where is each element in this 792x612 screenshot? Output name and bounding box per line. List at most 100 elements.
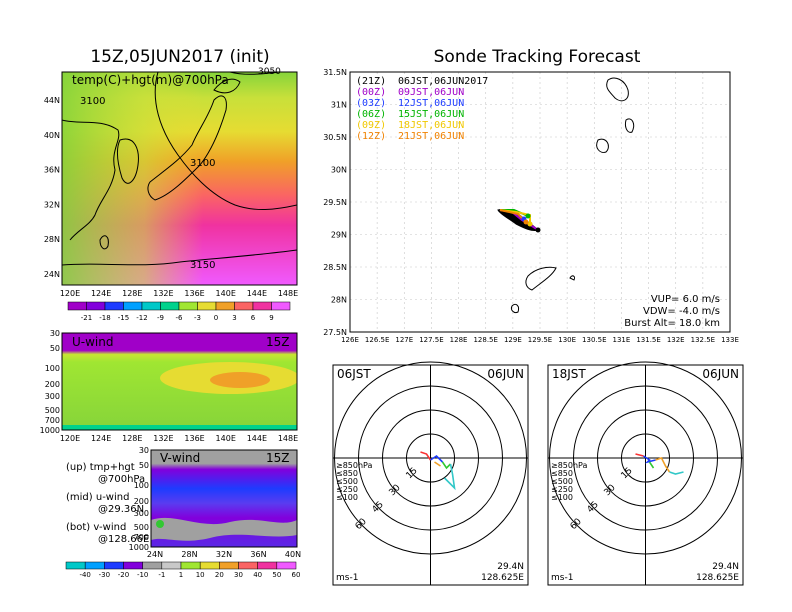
polar-level-1: ≤850 [551,469,573,478]
legend-zulu-0: (21Z) [356,76,386,87]
u-jet-max [210,372,270,388]
v-gray-band [151,517,297,541]
u-lon-tick-6: 144E [247,434,267,443]
trace-sfc [635,453,644,457]
v-colorbar-label-5: 1 [179,571,183,579]
legend-time-3: 15JST,06JUN [398,109,464,120]
track-lon-tick-4: 128E [450,336,468,344]
track-lat-tick-4: 29.5N [323,198,347,207]
v-colorbar-label-2: -20 [118,571,129,579]
u-panel-label: U-wind [72,335,113,349]
legend-zulu-5: (12Z) [356,131,386,142]
legend-time-2: 12JST,06JUN [398,98,464,109]
track-lon-tick-14: 133E [721,336,739,344]
v-colorbar: -40 -30 -20 -10 -1 1 10 20 30 40 50 60 [65,561,301,579]
u-p-tick-3: 200 [45,380,60,389]
temp-colorbar-swatch-11 [271,301,291,311]
temp-lon-tick-1: 124E [91,289,111,298]
param-vup: VUP= 6.0 m/s [651,294,720,305]
u-p-tick-1: 50 [50,344,60,353]
temp-colorbar-swatch-6 [178,301,198,311]
legend-time-5: 21JST,06JUN [398,131,464,142]
v-colorbar-swatch-11 [276,561,297,570]
v-colorbar-label-6: 10 [196,571,205,579]
temp-colorbar-label-8: 3 [232,314,236,322]
v-p-tick-5: 500 [134,523,149,532]
temp-lon-tick-6: 144E [247,289,267,298]
temp-colorbar-label-4: -9 [157,314,164,322]
trace-upper [430,454,444,463]
u-lon-tick-0: 120E [60,434,80,443]
note-mid-level: @29.36N [98,504,144,515]
temp-map-panel: temp(C)+hgt(m)@700hPa 3100 3100 3150 305… [44,67,298,322]
u-p-tick-7: 1000 [40,426,60,435]
trace-low [648,461,655,469]
polar-level-3: ≤250 [551,485,573,494]
polar-time: 18JST [552,367,586,381]
coast-hokkaido [213,78,241,94]
v-colorbar-label-9: 40 [253,571,262,579]
polar-level-0: ≥850hPa [551,461,588,470]
temp-colorbar-swatch-0 [67,301,87,311]
legend-time-1: 09JST,06JUN [398,87,464,98]
track-lon-tick-2: 127E [395,336,413,344]
track-lat-tick-1: 31N [331,101,347,110]
trace-mid [655,457,671,473]
temp-colorbar-label-6: -3 [194,314,201,322]
v-lat-tick-0: 24N [147,550,163,559]
temp-colorbar-swatch-5 [160,301,180,311]
v-colorbar-swatch-9 [238,561,258,570]
track-lon-tick-0: 126E [341,336,359,344]
v-p-tick-4: 300 [134,509,149,518]
temp-lon-tick-5: 140E [216,289,236,298]
v-p-tick-3: 200 [134,497,149,506]
temp-colorbar-swatch-4 [141,301,161,311]
polar-unit: ms-1 [336,573,358,583]
legend-zulu-4: (09Z) [356,120,386,131]
track-endpoints [521,213,541,233]
v-colorbar-label-10: 50 [272,571,281,579]
v-colorbar-label-8: 30 [234,571,243,579]
trace-top [669,471,684,475]
track-legend: (21Z) 06JST,06JUN2017 (00Z) 09JST,06JUN (03Z… [356,76,488,142]
track-lon-tick-11: 131.5E [636,336,660,344]
contour-label-3: 3150 [190,260,215,271]
u-lon-tick-5: 140E [216,434,236,443]
track-grid [350,72,730,332]
v-lat-tick-4: 40N [285,550,301,559]
temp-lon-ticks: 120E 124E 128E 132E 136E 140E 144E 148E [60,289,298,298]
u-p-tick-2: 100 [45,364,60,373]
temp-colorbar-label-9: 6 [251,314,256,322]
temp-lon-tick-7: 148E [278,289,298,298]
contour-3100-a [154,72,297,210]
track-lon-tick-8: 130E [558,336,576,344]
v-colorbar-swatch-7 [199,561,220,570]
temp-colorbar-swatch-8 [215,301,235,311]
note-mid: (mid) u-wind [66,492,129,503]
polar-lon: 128.625E [481,573,524,583]
track-lat-tick-0: 31.5N [323,68,347,77]
temp-lat-tick-5: 24N [44,270,60,279]
temp-colorbar-label-2: -15 [118,314,129,322]
u-p-tick-0: 30 [50,329,60,338]
v-lat-ticks: 24N 28N 32N 36N 40N [147,550,301,559]
legend-time-4: 18JST,06JUN [398,120,464,131]
trace-sfc [420,451,432,461]
v-colorbar-swatch-5 [161,561,182,570]
track-lon-tick-5: 128.5E [473,336,497,344]
left-title: 15Z,05JUN2017 (init) [90,47,269,67]
v-colorbar-swatch-3 [123,561,143,570]
v-colorbar-label-11: 60 [292,571,301,579]
polar-level-1: ≤850 [336,469,358,478]
polar-time: 06JST [337,367,371,381]
track-lon-tick-10: 131E [613,336,631,344]
v-colorbar-swatch-2 [104,561,124,570]
legend-zulu-2: (03Z) [356,98,386,109]
temp-colorbar-label-5: -6 [176,314,184,322]
trace-upper [643,455,656,464]
temp-lon-tick-0: 120E [60,289,80,298]
track-lon-tick-12: 132E [667,336,685,344]
temp-panel-label: temp(C)+hgt(m)@700hPa [72,73,229,87]
